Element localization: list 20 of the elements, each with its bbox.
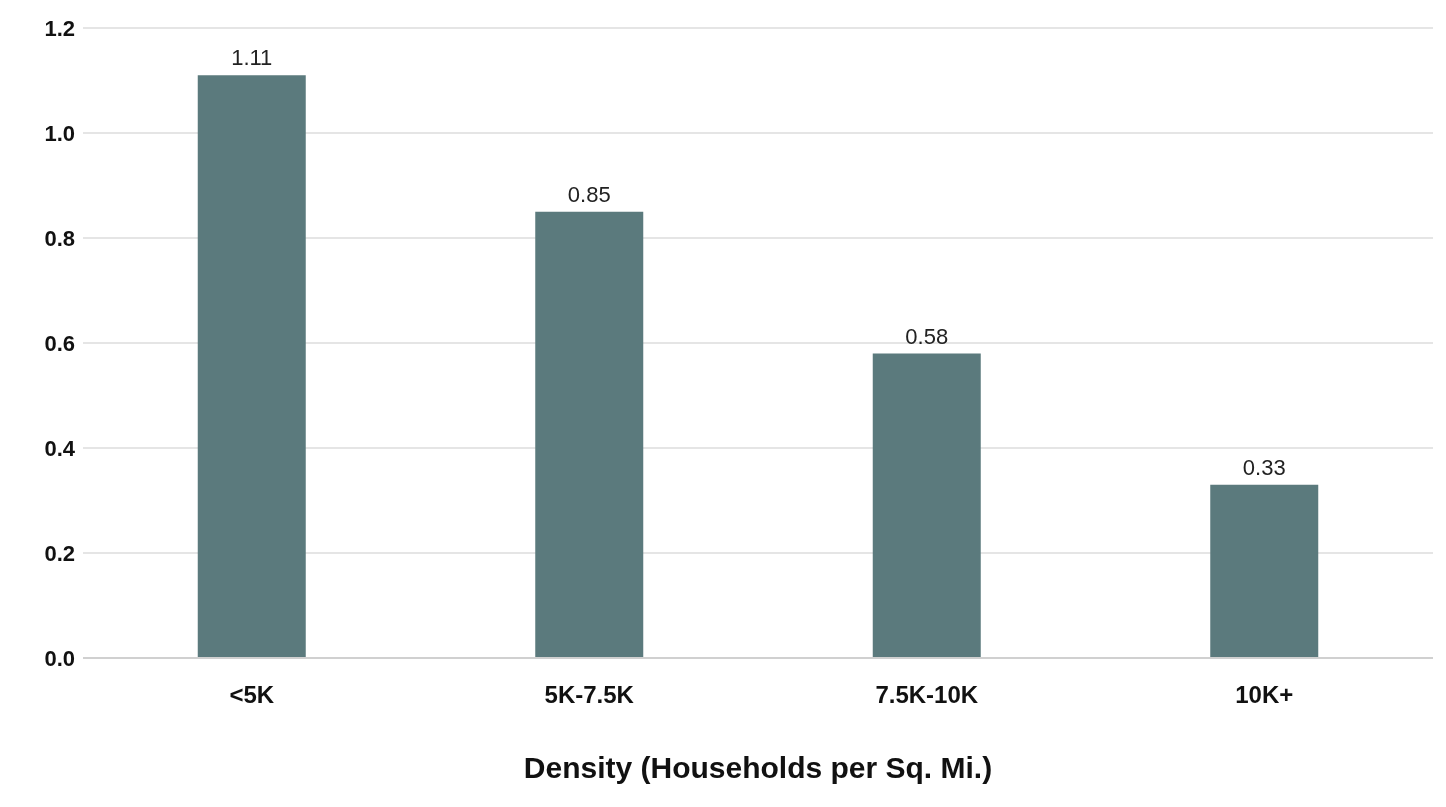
x-tick-label: 7.5K-10K — [875, 681, 979, 709]
y-tick-label: 1.2 — [44, 15, 75, 41]
data-label: 1.11 — [231, 45, 273, 71]
bar — [872, 353, 981, 658]
y-tick-label: 0.0 — [44, 645, 75, 671]
bar — [535, 211, 644, 658]
x-tick-label: 5K-7.5K — [544, 681, 635, 709]
y-tick-label: 0.2 — [44, 540, 75, 566]
y-tick-label: 0.8 — [44, 225, 75, 251]
data-label: 0.33 — [1242, 454, 1286, 480]
x-tick-label: 10K+ — [1235, 681, 1294, 709]
y-tick-label: 0.4 — [44, 435, 76, 461]
data-label: 0.58 — [905, 323, 949, 349]
x-axis-title: Density (Households per Sq. Mi.) — [523, 751, 993, 784]
y-tick-label: 1.0 — [44, 120, 75, 146]
bar — [197, 75, 306, 658]
bar — [1210, 484, 1319, 658]
y-tick-label: 0.6 — [44, 330, 75, 356]
data-label: 0.85 — [567, 181, 611, 207]
x-tick-label: <5K — [229, 681, 275, 709]
